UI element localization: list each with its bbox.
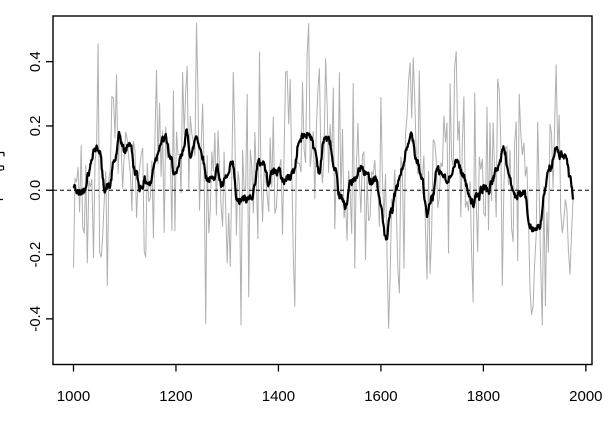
x-axis-tick-label: 1000: [57, 388, 90, 405]
y-axis-tick-label: 0.0: [27, 180, 44, 201]
x-axis-tick-label: 1600: [364, 388, 397, 405]
y-axis-tick-label: 0.2: [27, 116, 44, 137]
y-axis-tick-label: -0.2: [27, 242, 44, 268]
x-axis-tick-label: 2000: [569, 388, 602, 405]
noisy-annual-series-line: [73, 23, 574, 329]
y-axis-label-clipped: [0, 151, 5, 201]
x-axis-tick-label: 1400: [262, 388, 295, 405]
y-axis-tick-label: -0.4: [27, 306, 44, 332]
x-axis-tick-label: 1800: [467, 388, 500, 405]
y-axis-tick-label: 0.4: [27, 51, 44, 72]
smoothed-series-line: [72, 128, 575, 241]
x-axis-tick-label: 1200: [159, 388, 192, 405]
